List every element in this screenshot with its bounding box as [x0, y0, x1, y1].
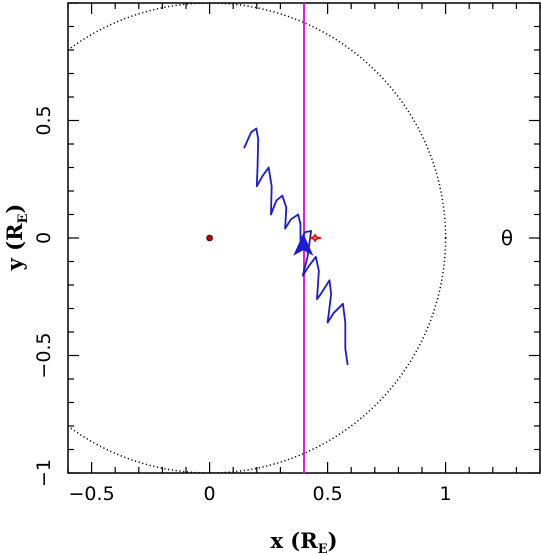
y-axis-label-end: ) [2, 204, 27, 214]
red-caustic [309, 234, 322, 242]
source-point [206, 234, 213, 242]
x-tick-label: 0.5 [312, 483, 342, 505]
y-axis-label-main: y (R [2, 223, 27, 271]
x-axis-label: x (RE) [270, 528, 337, 555]
y-tick-label: −1 [33, 459, 55, 487]
trajectory-arrow [293, 233, 314, 256]
einstein-ring-circle [68, 3, 447, 473]
plot-area: θ [68, 3, 513, 473]
y-tick-label: −0.5 [33, 332, 55, 378]
x-tick-label: 0 [204, 483, 216, 505]
x-axis-label-sub: E [318, 542, 328, 555]
x-tick-label: −0.5 [69, 483, 115, 505]
theta-marker: θ [501, 226, 513, 250]
x-tick-labels: −0.5 0 0.5 1 [69, 483, 452, 505]
y-axis-label: y (RE) [2, 204, 31, 272]
y-tick-labels: −1 −0.5 0 0.5 [33, 105, 55, 487]
chart-marks: θ [68, 3, 513, 473]
y-axis-label-sub: E [16, 213, 31, 223]
x-axis-label-main: x (R [270, 528, 318, 553]
y-tick-label: 0.5 [33, 105, 55, 135]
x-tick-label: 1 [440, 483, 452, 505]
y-tick-label: 0 [33, 232, 55, 244]
x-axis-label-end: ) [328, 528, 338, 553]
trajectory-line [243, 127, 349, 366]
